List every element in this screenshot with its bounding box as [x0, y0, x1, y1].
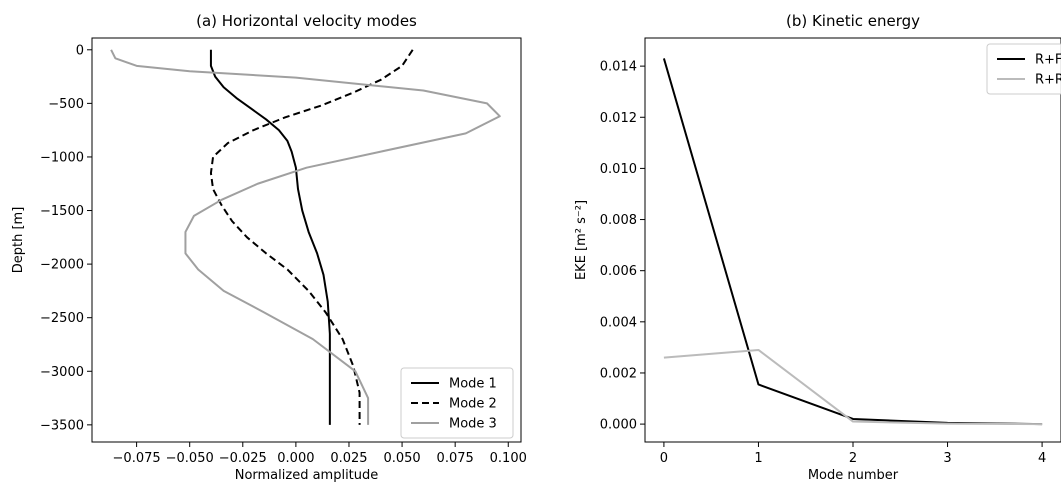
y-tick-label: −500 — [48, 97, 84, 112]
x-tick-label: 4 — [1038, 451, 1046, 466]
y-tick-label: −2000 — [40, 258, 84, 273]
series-line-mode-1 — [209, 49, 331, 425]
chart-title: (a) Horizontal velocity modes — [196, 12, 417, 30]
x-tick-label: −0.075 — [113, 451, 161, 466]
y-tick-label: 0.012 — [600, 111, 637, 126]
y-tick-label: 0.002 — [600, 366, 637, 381]
legend-label: R+F — [1035, 53, 1061, 68]
legend-label: Mode 3 — [449, 417, 497, 432]
x-tick-label: 0.075 — [437, 451, 474, 466]
series-group — [662, 58, 1043, 426]
x-tick-label: 0.000 — [277, 451, 314, 466]
series-group — [110, 49, 501, 425]
plot-frame — [644, 37, 1061, 443]
y-tick-label: −1500 — [40, 204, 84, 219]
x-tick-label: 0.025 — [330, 451, 367, 466]
y-tick-label: 0.008 — [600, 213, 637, 228]
x-tick-label: 1 — [754, 451, 762, 466]
legend: Mode 1 Mode 2 Mode 3 — [400, 367, 514, 439]
series-line-r-r — [663, 348, 1043, 426]
y-tick-label: −2500 — [40, 311, 84, 326]
series-line-mode-2 — [209, 49, 414, 425]
y-tick-label: 0.010 — [600, 162, 637, 177]
y-axis-label: Depth [m] — [11, 207, 26, 274]
plot-frame — [91, 37, 522, 443]
legend-label: Mode 1 — [449, 377, 497, 392]
panel-a: −0.075 −0.050 −0.025 0.000 0.025 0.050 0.075 0.… — [11, 12, 527, 483]
x-tick-label: 3 — [943, 451, 951, 466]
y-axis-label: EKE [m² s⁻²] — [574, 200, 589, 280]
legend-frame — [400, 367, 514, 439]
y-tick-label: 0.000 — [600, 418, 637, 433]
x-tick-label: 0.100 — [490, 451, 527, 466]
x-axis-label: Mode number — [808, 468, 899, 483]
legend-frame — [986, 43, 1061, 95]
y-tick-label: −1000 — [40, 150, 84, 165]
y-tick-label: 0.014 — [600, 60, 637, 75]
series-line-mode-3 — [110, 49, 501, 425]
x-tick-label: −0.050 — [166, 451, 214, 466]
legend-label: Mode 2 — [449, 397, 497, 412]
panel-b: 0 1 2 3 4 0.000 0.002 0.004 0.006 0.008 0.010 0.012… — [574, 12, 1061, 483]
y-tick-label: 0.004 — [600, 315, 637, 330]
y-tick-label: 0 — [76, 43, 84, 58]
x-axis-label: Normalized amplitude — [235, 468, 379, 483]
chart-title: (b) Kinetic energy — [786, 12, 920, 30]
series-line-r-f — [662, 58, 1043, 426]
legend: R+F R+R — [986, 43, 1061, 95]
x-tick-label: 0.050 — [383, 451, 420, 466]
legend-label: R+R — [1035, 73, 1061, 88]
y-tick-label: −3500 — [40, 418, 84, 433]
x-tick-label: 0 — [660, 451, 668, 466]
x-tick-label: 2 — [849, 451, 857, 466]
x-tick-label: −0.025 — [219, 451, 267, 466]
y-tick-label: 0.006 — [600, 264, 637, 279]
y-tick-label: −3000 — [40, 365, 84, 380]
